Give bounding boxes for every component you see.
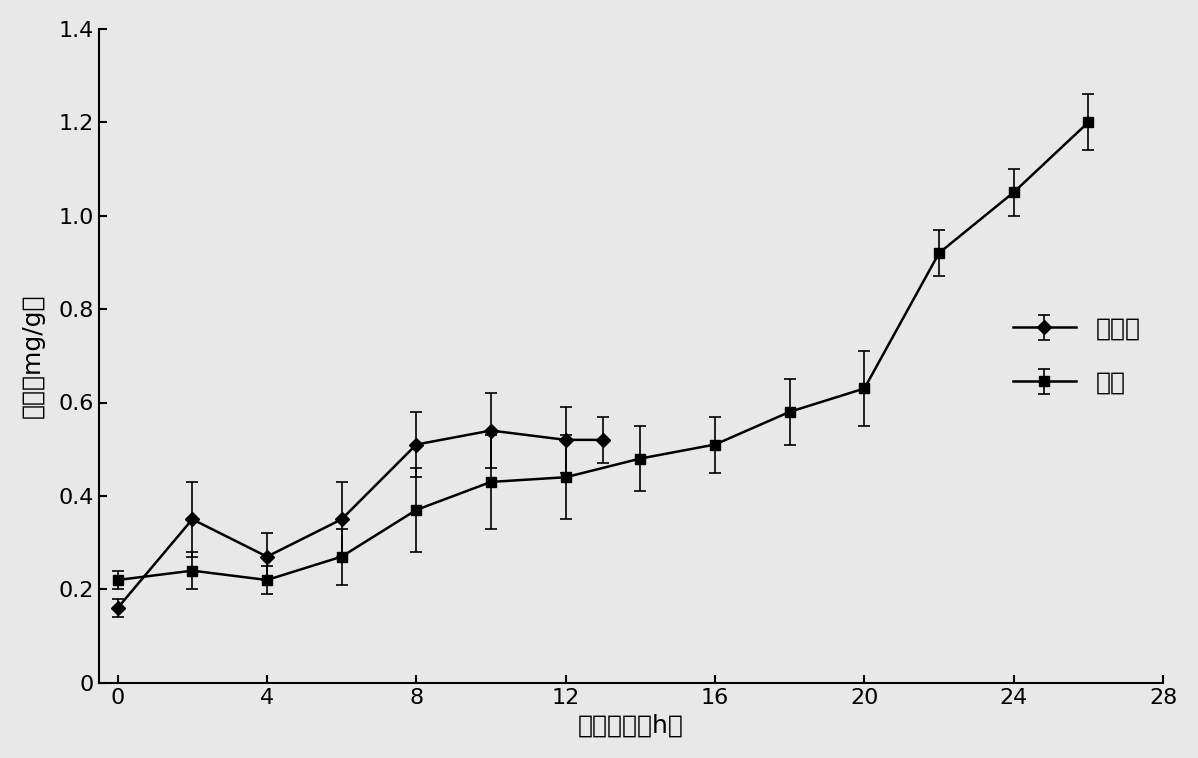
Y-axis label: 酸价（mg/g）: 酸价（mg/g） [20, 293, 44, 418]
X-axis label: 煎炸时间（h）: 煎炸时间（h） [579, 713, 684, 738]
Legend: 菜籽油, 茶油: 菜籽油, 茶油 [1003, 307, 1150, 405]
